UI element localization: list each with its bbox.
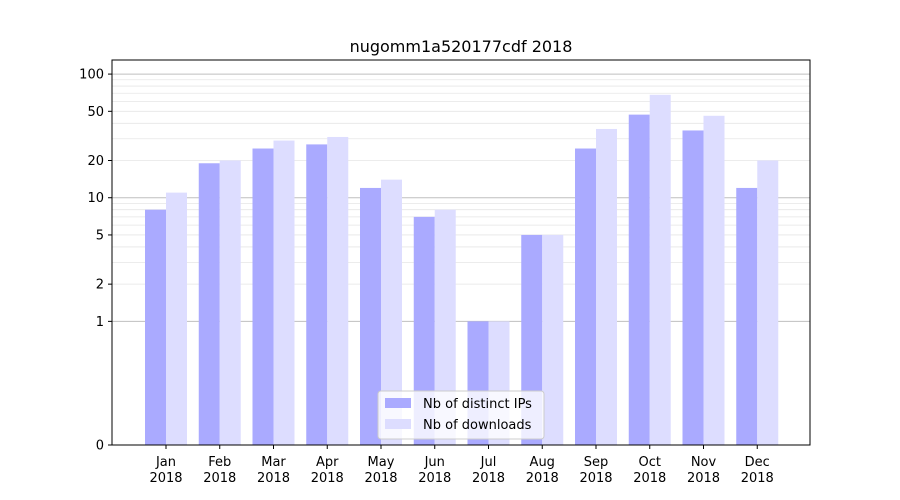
- plot-frame: [111, 59, 811, 446]
- x-tick-label-month: Sep: [584, 455, 609, 470]
- x-tick-label-month: Jul: [480, 455, 497, 470]
- x-tick-label: Feb 2018: [203, 455, 236, 486]
- bar-downloads: [273, 140, 295, 445]
- x-tick-label: Jul 2018: [472, 455, 505, 486]
- legend-swatch-downloads: [385, 419, 411, 429]
- legend-label-distinct-ips: Nb of distinct IPs: [423, 397, 532, 412]
- y-tick-label: 5: [96, 228, 104, 243]
- x-tick-label-month: Jan: [155, 455, 176, 470]
- bar-downloads: [166, 192, 187, 445]
- x-tick-label: Aug 2018: [526, 455, 559, 486]
- x-tick-label-month: Apr: [316, 455, 339, 470]
- x-tick-label-year: 2018: [418, 471, 451, 486]
- x-tick-label-year: 2018: [257, 471, 290, 486]
- y-tick-label: 20: [87, 154, 104, 169]
- x-tick-label: Apr 2018: [311, 455, 344, 486]
- bar-distinct-ips: [198, 163, 220, 445]
- x-tick-label-year: 2018: [526, 471, 559, 486]
- bar-distinct-ips: [252, 148, 274, 445]
- x-tick-label-month: Aug: [530, 455, 555, 470]
- bar-downloads: [649, 94, 671, 445]
- bar-downloads: [381, 179, 402, 446]
- x-tick-label: Mar 2018: [257, 455, 290, 486]
- x-tick-label-year: 2018: [687, 471, 720, 486]
- bar-distinct-ips: [360, 187, 381, 445]
- bars: [145, 94, 779, 446]
- x-tick-label-year: 2018: [311, 471, 344, 486]
- legend-swatch-distinct-ips: [385, 398, 411, 408]
- y-tick-label: 1: [96, 315, 104, 330]
- x-tick-label: Oct 2018: [633, 455, 666, 486]
- x-tick-label: Nov 2018: [687, 455, 720, 486]
- bar-distinct-ips: [306, 144, 328, 445]
- bar-downloads: [703, 115, 725, 446]
- bar-downloads: [327, 136, 349, 445]
- x-tick-label-month: Jun: [424, 455, 445, 470]
- bar-distinct-ips: [145, 209, 166, 445]
- chart-title: nugomm1a520177cdf 2018: [350, 37, 573, 56]
- x-tick-label: Dec 2018: [741, 455, 774, 486]
- x-tick-label-year: 2018: [579, 471, 612, 486]
- x-tick-label-month: Mar: [261, 455, 286, 470]
- x-tick-label-year: 2018: [741, 471, 774, 486]
- legend: Nb of distinct IPs Nb of downloads: [377, 390, 545, 440]
- x-tick-label-year: 2018: [203, 471, 236, 486]
- x-tick-label: May 2018: [364, 455, 397, 486]
- bar-downloads: [596, 128, 617, 445]
- legend-box: [377, 390, 545, 440]
- bar-distinct-ips: [736, 187, 758, 445]
- x-tick-label: Jun 2018: [418, 455, 451, 486]
- y-tick-label: 50: [87, 105, 104, 120]
- bar-distinct-ips: [413, 216, 435, 445]
- x-tick-label: Jan 2018: [149, 455, 182, 486]
- x-tick-label-year: 2018: [149, 471, 182, 486]
- x-tick-label-year: 2018: [364, 471, 397, 486]
- y-axis-ticks: 0 1 2 5 10 20 50 100: [79, 68, 112, 454]
- y-tick-label: 100: [79, 68, 104, 83]
- x-tick-label: Sep 2018: [579, 455, 612, 486]
- bar-downloads: [757, 160, 779, 445]
- y-tick-label: 10: [87, 191, 104, 206]
- x-tick-label-year: 2018: [472, 471, 505, 486]
- x-tick-label-month: Feb: [208, 455, 231, 470]
- bar-distinct-ips: [628, 114, 650, 445]
- legend-label-downloads: Nb of downloads: [423, 418, 532, 433]
- bar-downloads: [434, 209, 456, 445]
- bar-distinct-ips: [575, 148, 596, 445]
- x-tick-label-month: Dec: [745, 455, 770, 470]
- x-tick-label-month: Nov: [691, 455, 717, 470]
- x-tick-label-year: 2018: [633, 471, 666, 486]
- y-tick-label: 2: [96, 278, 104, 293]
- x-tick-label-month: May: [368, 455, 395, 470]
- bar-downloads: [542, 234, 564, 445]
- bar-downloads: [219, 160, 241, 445]
- y-tick-label: 0: [96, 439, 104, 454]
- x-tick-label-month: Oct: [639, 455, 661, 470]
- bar-distinct-ips: [682, 130, 704, 445]
